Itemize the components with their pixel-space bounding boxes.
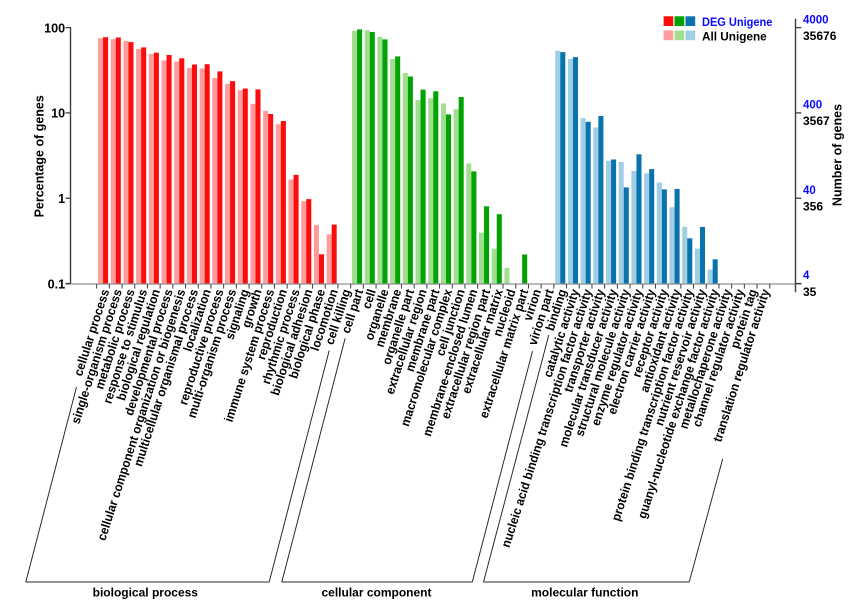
svg-text:356: 356: [803, 200, 823, 214]
svg-text:10: 10: [51, 107, 65, 121]
svg-text:cell: cell: [359, 287, 379, 310]
svg-text:biological process: biological process: [93, 586, 199, 600]
svg-text:400: 400: [803, 100, 822, 112]
svg-text:35676: 35676: [803, 29, 837, 43]
svg-text:40: 40: [803, 185, 816, 197]
svg-text:100: 100: [44, 21, 65, 35]
svg-text:3567: 3567: [803, 114, 830, 128]
svg-text:All Unigene: All Unigene: [702, 29, 767, 43]
svg-text:4000: 4000: [803, 14, 829, 26]
svg-text:0.1: 0.1: [48, 277, 66, 291]
svg-text:Percentage of genes: Percentage of genes: [33, 95, 47, 217]
svg-text:DEG Unigene: DEG Unigene: [702, 16, 773, 30]
svg-text:4: 4: [803, 270, 810, 282]
svg-text:molecular function: molecular function: [531, 586, 638, 600]
svg-text:Number of genes: Number of genes: [831, 104, 845, 206]
svg-text:35: 35: [803, 285, 817, 299]
svg-text:1: 1: [58, 192, 65, 206]
svg-text:cellular component: cellular component: [321, 586, 431, 600]
